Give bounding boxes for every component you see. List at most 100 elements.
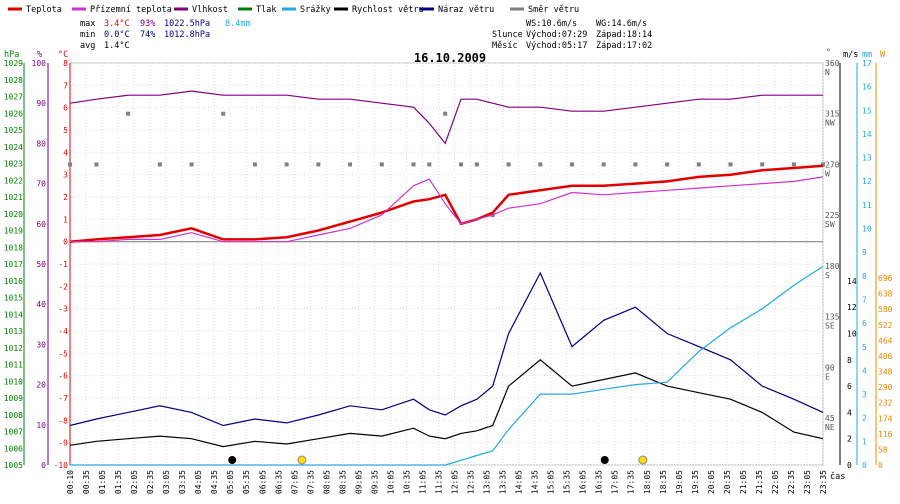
time-tick-label: 10:05 — [386, 470, 395, 494]
time-tick-label: 09:35 — [370, 470, 379, 494]
temp-tick-label: -2 — [58, 282, 68, 291]
time-tick-label: 04:05 — [194, 470, 203, 494]
ms-tick-label: 6 — [847, 382, 852, 391]
wind-direction-point — [189, 162, 194, 167]
hpa-tick-label: 1029 — [4, 59, 23, 68]
time-tick-label: 13:35 — [499, 470, 508, 494]
compass-label: NW — [825, 119, 835, 128]
deg-tick-label: 135 — [825, 313, 840, 322]
time-tick-label: 20:05 — [707, 470, 716, 494]
stats-block: max 3.4°C 93% 1022.5hPa 8.4mm min 0.0°C … — [80, 19, 652, 51]
sunset-marker — [638, 455, 648, 465]
pct-tick-label: 80 — [36, 139, 46, 148]
hpa-tick-label: 1016 — [4, 277, 23, 286]
hpa-tick-label: 1007 — [4, 428, 23, 437]
moonset-text: Západ:17:02 — [596, 41, 652, 51]
w-tick-label: 0 — [878, 461, 883, 470]
time-tick-label: 19:35 — [691, 470, 700, 494]
hpa-tick-label: 1013 — [4, 327, 23, 336]
time-tick-label: 06:35 — [274, 470, 283, 494]
wind-direction-point — [379, 162, 384, 167]
wind-direction-point — [443, 111, 448, 116]
wind-direction-point — [157, 162, 162, 167]
wind-direction-point — [427, 162, 432, 167]
pct-tick-label: 10 — [36, 421, 46, 430]
stats-min-temp: 0.0°C — [104, 30, 130, 40]
mm-tick-label: 8 — [862, 272, 867, 281]
temp-tick-label: 5 — [63, 126, 68, 135]
hpa-tick-label: 1027 — [4, 93, 23, 102]
deg-tick-label: 360 — [825, 59, 840, 68]
wind-direction-point — [94, 162, 99, 167]
stats-min-label: min — [80, 30, 95, 40]
moonrise-marker — [228, 456, 237, 464]
w-tick-label: 522 — [878, 321, 893, 330]
compass-label: E — [825, 372, 830, 381]
hpa-tick-label: 1021 — [4, 193, 23, 202]
w-tick-label: 580 — [878, 305, 893, 314]
wind-direction-point — [760, 162, 765, 167]
time-tick-label: 02:35 — [146, 470, 155, 494]
time-tick-label: 01:05 — [98, 470, 107, 494]
hpa-tick-label: 1025 — [4, 126, 23, 135]
hpa-tick-label: 1012 — [4, 344, 23, 353]
hpa-tick-label: 1028 — [4, 76, 23, 85]
stats-min-hum: 74% — [140, 30, 155, 40]
time-axis: 00:10 00:35 01:05 01:35 02:05 02:35 03:05 03:35… — [66, 470, 828, 494]
hpa-tick-label: 1022 — [4, 176, 23, 185]
temp-tick-label: -1 — [58, 260, 68, 269]
time-tick-label: 03:35 — [178, 470, 187, 494]
w-tick-label: 696 — [878, 274, 893, 283]
grid — [69, 62, 824, 466]
temp-tick-label: 7 — [63, 81, 68, 90]
pct-tick-label: 60 — [36, 220, 46, 229]
time-tick-label: 08:35 — [338, 470, 347, 494]
mm-tick-label: 13 — [862, 154, 872, 163]
ms-tick-label: 8 — [847, 356, 852, 365]
axis-units: hPa % °C ° m/s mm W čas — [4, 48, 886, 482]
mm-tick-label: 12 — [862, 177, 872, 186]
sunrise-text: Východ:07:29 — [526, 30, 587, 40]
mm-tick-label: 3 — [862, 390, 867, 399]
legend-label: Přízemní teplota — [90, 5, 172, 15]
hpa-tick-label: 1011 — [4, 361, 23, 370]
wind-direction-point — [348, 162, 353, 167]
unit-time: čas — [830, 471, 845, 482]
ms-tick-label: 14 — [847, 277, 857, 286]
pct-tick-label: 70 — [36, 180, 46, 189]
w-tick-label: 232 — [878, 399, 893, 408]
hpa-tick-label: 1019 — [4, 227, 23, 236]
mm-tick-label: 16 — [862, 83, 872, 92]
sun-label: Slunce — [492, 30, 523, 40]
time-tick-label: 00:10 — [66, 470, 75, 494]
hpa-tick-label: 1023 — [4, 160, 23, 169]
time-tick-label: 18:05 — [643, 470, 652, 494]
deg-tick-label: 90 — [825, 363, 835, 372]
temp-tick-label: -9 — [58, 439, 68, 448]
time-tick-label: 23:35 — [819, 470, 828, 494]
hpa-tick-label: 1008 — [4, 411, 23, 420]
hpa-tick-label: 1020 — [4, 210, 23, 219]
w-tick-label: 116 — [878, 430, 893, 439]
pct-tick-label: 30 — [36, 340, 46, 349]
compass-label: N — [825, 68, 830, 77]
time-tick-label: 05:05 — [226, 470, 235, 494]
time-tick-label: 22:35 — [787, 470, 796, 494]
w-tick-label: 348 — [878, 368, 893, 377]
hpa-tick-label: 1005 — [4, 461, 23, 470]
legend-label: Teplota — [26, 5, 62, 15]
mm-tick-label: 4 — [862, 366, 867, 375]
compass-label: W — [825, 169, 830, 178]
hpa-tick-label: 1018 — [4, 243, 23, 252]
time-tick-label: 13:05 — [483, 470, 492, 494]
temp-tick-label: -6 — [58, 372, 68, 381]
plot-frame — [69, 62, 824, 466]
stats-max-temp: 3.4°C — [104, 19, 130, 29]
stats-max-rain: 8.4mm — [225, 19, 251, 29]
mm-tick-label: 2 — [862, 414, 867, 423]
temp-tick-label: -3 — [58, 305, 68, 314]
w-tick-label: 406 — [878, 352, 893, 361]
compass-label: S — [825, 271, 830, 280]
pct-tick-label: 0 — [41, 461, 46, 470]
